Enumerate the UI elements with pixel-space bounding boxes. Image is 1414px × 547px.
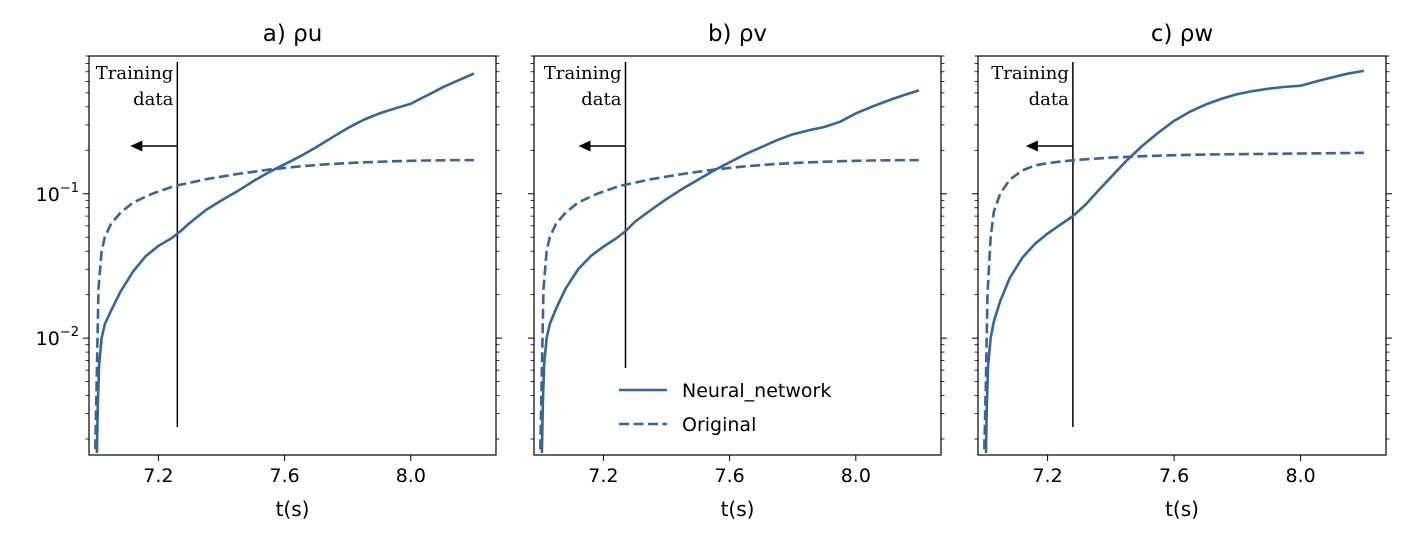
x-tick-label: 7.2	[1032, 465, 1062, 487]
arrow-head	[1025, 140, 1038, 152]
panel-title: c) ρw	[1151, 21, 1213, 47]
x-tick-label: 7.2	[588, 465, 618, 487]
legend-label: Neural_network	[682, 380, 831, 402]
x-axis-label: t(s)	[1165, 497, 1199, 521]
legend: Neural_network Original	[619, 380, 831, 436]
series-neural-network-line	[540, 89, 920, 454]
x-tick-label: 7.2	[143, 465, 173, 487]
x-tick-label: 8.0	[1285, 465, 1315, 487]
panel-title: a) ρu	[263, 21, 323, 47]
x-tick-label: 7.6	[715, 465, 745, 487]
axes-frame	[533, 55, 942, 456]
x-tick-label: 8.0	[396, 465, 426, 487]
arrow-head	[578, 140, 591, 152]
training-label-line2: data	[133, 89, 173, 110]
arrow-head	[130, 140, 143, 152]
series-original-line	[983, 151, 1364, 450]
x-axis-label: t(s)	[276, 497, 310, 521]
axes-frame	[977, 55, 1387, 456]
panel-a: 10−1 10−2 7.2 7.6 8.0 a) ρu t(s) Training data	[36, 21, 502, 521]
y-tick-label: 10−2	[36, 325, 79, 350]
training-label-line1: Training	[544, 63, 622, 84]
series-neural-network-line	[95, 72, 475, 454]
training-label-line2: data	[581, 89, 621, 110]
series-neural-network-line	[984, 69, 1365, 454]
training-label-line2: data	[1029, 89, 1069, 110]
series-original-line	[94, 158, 474, 450]
y-tick-label: 10−1	[36, 181, 79, 206]
panel-c: 7.2 7.6 8.0 c) ρw t(s) Training data	[972, 21, 1392, 521]
axes-frame	[88, 55, 497, 456]
x-axis-label: t(s)	[721, 497, 755, 521]
series-original-line	[539, 158, 919, 450]
panel-b: 7.2 7.6 8.0 b) ρv t(s) Training data	[528, 21, 947, 521]
training-label-line1: Training	[96, 63, 174, 84]
training-label-line1: Training	[991, 63, 1069, 84]
x-tick-label: 8.0	[841, 465, 871, 487]
panel-title: b) ρv	[708, 21, 767, 47]
legend-label: Original	[682, 414, 756, 436]
x-tick-label: 7.6	[1159, 465, 1189, 487]
x-tick-label: 7.6	[270, 465, 300, 487]
